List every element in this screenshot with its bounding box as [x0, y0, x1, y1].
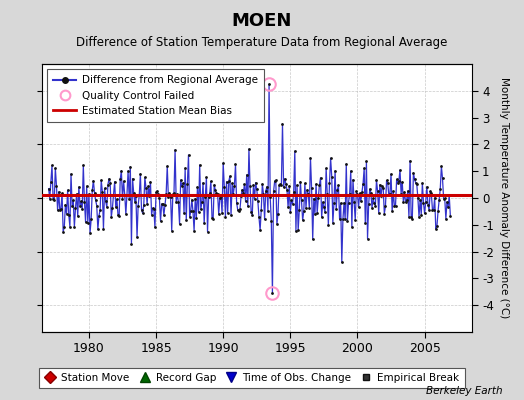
- Y-axis label: Monthly Temperature Anomaly Difference (°C): Monthly Temperature Anomaly Difference (…: [499, 77, 509, 319]
- Text: Difference of Station Temperature Data from Regional Average: Difference of Station Temperature Data f…: [77, 36, 447, 49]
- Legend: Station Move, Record Gap, Time of Obs. Change, Empirical Break: Station Move, Record Gap, Time of Obs. C…: [39, 368, 464, 388]
- Legend: Difference from Regional Average, Quality Control Failed, Estimated Station Mean: Difference from Regional Average, Qualit…: [47, 69, 264, 122]
- Text: Berkeley Earth: Berkeley Earth: [427, 386, 503, 396]
- Text: MOEN: MOEN: [232, 12, 292, 30]
